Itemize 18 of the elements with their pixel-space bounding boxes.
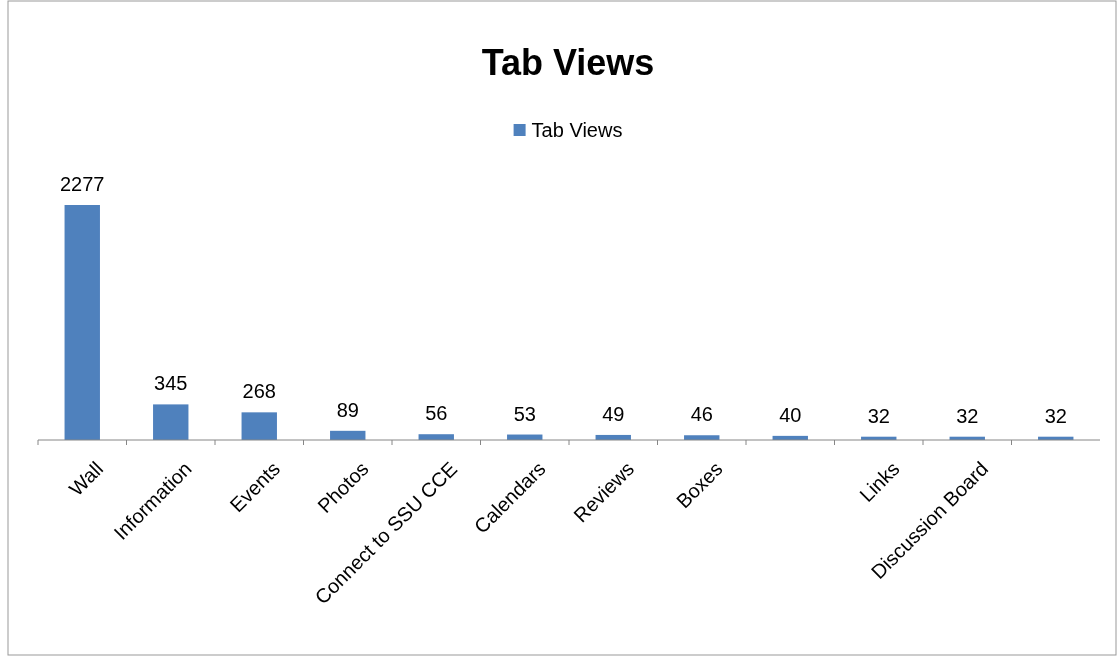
x-tick-label: Wall bbox=[64, 457, 108, 500]
legend-label: Tab Views bbox=[531, 119, 623, 141]
data-label: 345 bbox=[154, 372, 188, 395]
data-label: 32 bbox=[867, 404, 890, 427]
data-label: 2277 bbox=[60, 173, 105, 195]
chart-title: Tab Views bbox=[481, 42, 655, 83]
data-label: 32 bbox=[956, 404, 979, 427]
bar bbox=[153, 404, 189, 440]
data-label: 53 bbox=[513, 402, 536, 425]
data-label: 40 bbox=[779, 403, 802, 426]
data-label: 56 bbox=[425, 402, 448, 425]
bar bbox=[241, 412, 277, 440]
data-label: 32 bbox=[1044, 404, 1067, 427]
bar bbox=[64, 205, 100, 440]
data-label: 89 bbox=[336, 398, 359, 421]
data-label: 49 bbox=[602, 402, 625, 425]
data-label: 46 bbox=[690, 403, 713, 426]
data-label: 268 bbox=[242, 380, 276, 403]
